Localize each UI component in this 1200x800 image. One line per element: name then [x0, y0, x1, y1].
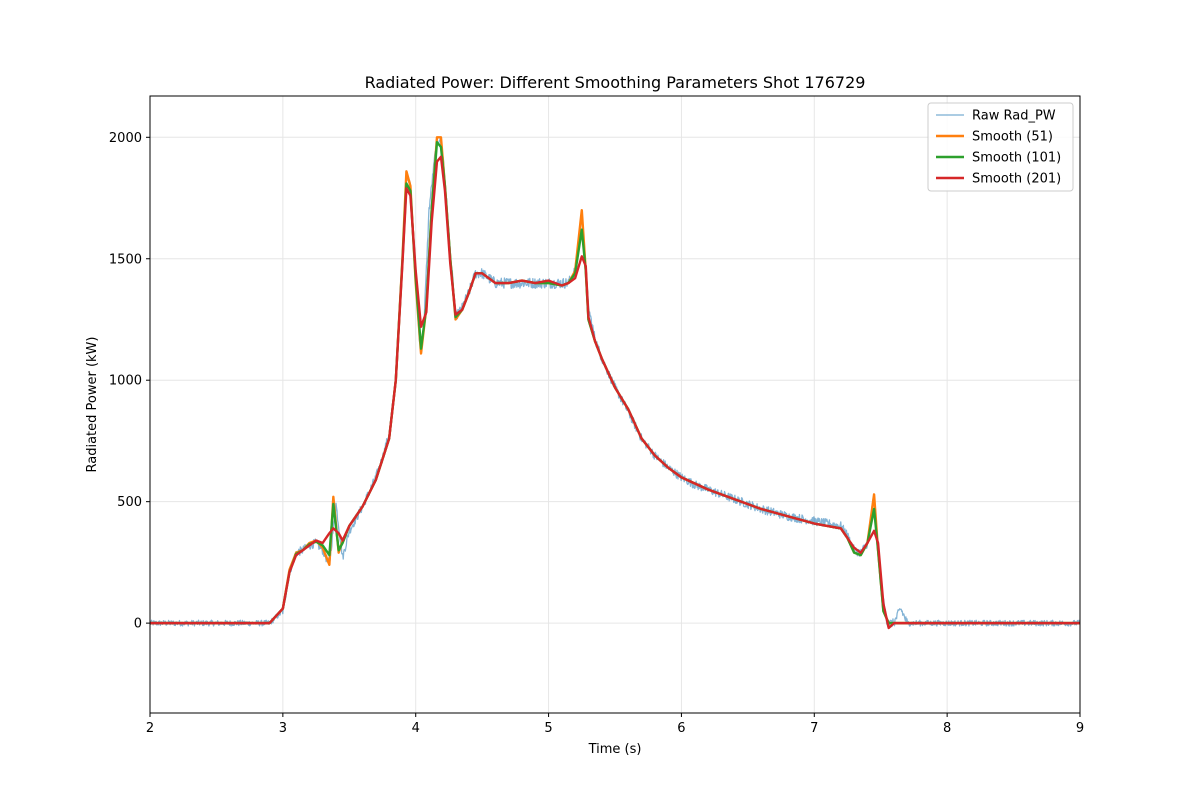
- chart-title: Radiated Power: Different Smoothing Para…: [365, 73, 866, 92]
- x-axis-ticks: 2 3 4 5 6 7 8 9: [146, 713, 1084, 736]
- legend-label-1: Smooth (51): [972, 130, 1053, 145]
- x-tick-label: 6: [677, 721, 685, 736]
- x-tick-label: 3: [279, 721, 287, 736]
- y-tick-label: 2000: [109, 131, 142, 146]
- y-tick-label: 500: [117, 495, 142, 510]
- plot-frame: [149, 95, 1081, 714]
- x-tick-label: 5: [544, 721, 552, 736]
- x-tick-label: 7: [810, 721, 818, 736]
- y-tick-label: 0: [134, 617, 142, 632]
- series-layer: [150, 136, 1080, 630]
- x-tick-label: 8: [943, 721, 951, 736]
- x-tick-label: 4: [412, 721, 420, 736]
- y-tick-label: 1500: [109, 252, 142, 267]
- x-axis-label: Time (s): [588, 742, 642, 757]
- series-line-0: [150, 137, 1080, 628]
- y-tick-label: 1000: [109, 374, 142, 389]
- x-tick-label: 2: [146, 721, 154, 736]
- legend: Raw Rad_PW Smooth (51) Smooth (101) Smooth …: [927, 102, 1074, 192]
- series-line-3: [150, 155, 1080, 630]
- y-axis-ticks: 0 500 1000 1500 2000: [109, 131, 150, 632]
- x-tick-label: 9: [1076, 721, 1084, 736]
- legend-label-2: Smooth (101): [972, 151, 1061, 166]
- legend-label-3: Smooth (201): [972, 172, 1061, 187]
- y-axis-label: Radiated Power (kW): [85, 337, 100, 473]
- legend-label-0: Raw Rad_PW: [972, 109, 1056, 124]
- legend-box: [927, 102, 1074, 192]
